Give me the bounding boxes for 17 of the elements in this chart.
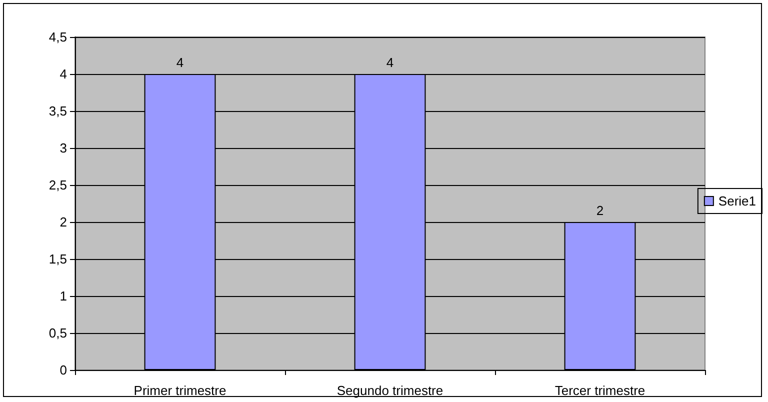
y-tick-label: 2,5 <box>48 178 67 192</box>
y-tick-label: 0 <box>60 362 67 378</box>
y-tick-label: 4 <box>60 66 67 82</box>
y-tick-label: 1,5 <box>48 252 67 266</box>
legend-label: Serie1 <box>718 194 756 208</box>
data-label: 4 <box>176 55 184 70</box>
y-tick-label: 4,5 <box>48 30 67 44</box>
x-tick-label: Primer trimestre <box>134 383 226 398</box>
y-tick-label: 0,5 <box>48 326 67 340</box>
x-tick-label: Segundo trimestre <box>336 383 444 398</box>
y-tick-label: 1 <box>60 288 67 304</box>
y-tick-label: 3 <box>60 140 67 156</box>
y-tick-label: 2 <box>60 214 67 230</box>
x-tick-label: Tercer trimestre <box>554 383 646 398</box>
data-label: 4 <box>386 55 394 70</box>
y-tick-label: 3,5 <box>48 104 67 118</box>
data-label: 2 <box>596 203 604 218</box>
